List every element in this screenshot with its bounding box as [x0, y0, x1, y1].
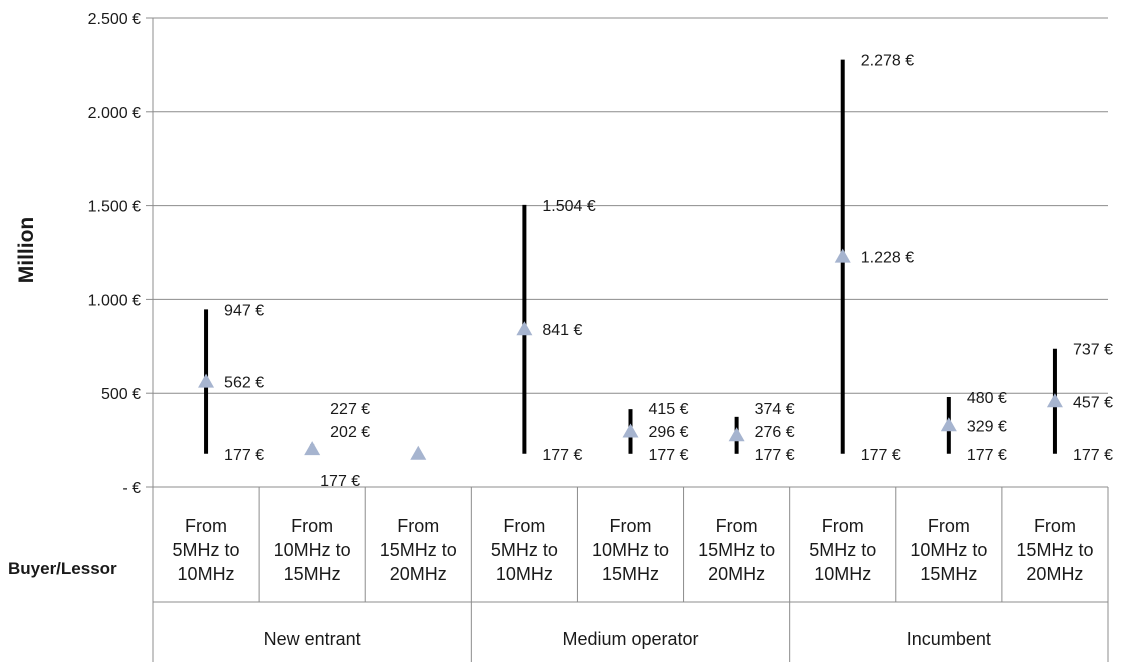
category-label-line: 15MHz — [920, 564, 977, 584]
mid-label: 841 € — [542, 322, 582, 339]
category-label-line: 20MHz — [1026, 564, 1083, 584]
mid-marker — [941, 417, 957, 431]
category-label-line: From — [1034, 516, 1076, 536]
max-label: 947 € — [224, 302, 264, 319]
category-label-line: 5MHz to — [809, 540, 876, 560]
max-label: 737 € — [1073, 342, 1113, 359]
category-label-line: 5MHz to — [173, 540, 240, 560]
max-label: 227 € — [330, 401, 370, 418]
mid-marker — [410, 446, 426, 460]
range-bars — [206, 60, 1055, 454]
mid-label: 202 € — [330, 424, 370, 441]
mid-marker — [835, 249, 851, 263]
min-label: 177 € — [649, 447, 689, 464]
min-label: 177 € — [755, 447, 795, 464]
group-label: Incumbent — [907, 629, 991, 649]
y-axis-title: Million — [15, 217, 38, 284]
mid-label: 457 € — [1073, 394, 1113, 411]
y-tick-labels: - € 500 € 1.000 € 1.500 € 2.000 € 2.500 € — [88, 11, 141, 497]
category-label-line: From — [291, 516, 333, 536]
category-label-line: From — [185, 516, 227, 536]
category-label-line: From — [822, 516, 864, 536]
max-label: 480 € — [967, 390, 1007, 407]
category-label-line: 10MHz to — [274, 540, 351, 560]
y-tick-label: 1.500 € — [88, 199, 141, 216]
group-label: New entrant — [264, 629, 361, 649]
category-label-line: 20MHz — [390, 564, 447, 584]
mid-marker — [304, 441, 320, 455]
y-tick-label: - € — [122, 480, 141, 497]
category-label-line: From — [503, 516, 545, 536]
min-label: 177 € — [861, 447, 901, 464]
gridlines — [153, 18, 1108, 393]
mid-label: 276 € — [755, 424, 795, 441]
min-label: 177 € — [542, 447, 582, 464]
category-label-line: 15MHz — [602, 564, 659, 584]
category-label-line: 10MHz — [178, 564, 235, 584]
y-tick-label: 1.000 € — [88, 292, 141, 309]
max-label: 1.504 € — [542, 198, 595, 215]
category-label-line: From — [716, 516, 758, 536]
y-tick-label: 2.000 € — [88, 105, 141, 122]
category-label-line: From — [610, 516, 652, 536]
group-labels: New entrant Medium operator Incumbent — [264, 629, 991, 649]
y-tick-label: 500 € — [101, 386, 141, 403]
category-labels: From 5MHz to 10MHz From 10MHz to 15MHz From 15M… — [173, 516, 1094, 584]
mid-label: 296 € — [649, 424, 689, 441]
min-label: 177 € — [967, 447, 1007, 464]
y-tick-label: 2.500 € — [88, 11, 141, 28]
row-header-label: Buyer/Lessor — [8, 559, 117, 578]
mid-label: 1.228 € — [861, 250, 914, 267]
mid-label: 329 € — [967, 418, 1007, 435]
mid-label: 562 € — [224, 375, 264, 392]
mid-marker — [516, 321, 532, 335]
category-label-line: 10MHz to — [910, 540, 987, 560]
min-label: 177 € — [1073, 447, 1113, 464]
min-label: 177 € — [224, 447, 264, 464]
category-label-line: 20MHz — [708, 564, 765, 584]
mid-markers — [198, 249, 1063, 460]
mid-marker — [198, 374, 214, 388]
category-label-line: 15MHz — [284, 564, 341, 584]
max-label: 415 € — [649, 401, 689, 418]
mid-marker — [1047, 393, 1063, 407]
category-label-line: From — [397, 516, 439, 536]
category-label-line: 15MHz to — [1016, 540, 1093, 560]
category-label-line: 5MHz to — [491, 540, 558, 560]
category-label-line: 15MHz to — [380, 540, 457, 560]
category-label-line: 10MHz — [814, 564, 871, 584]
max-label: 2.278 € — [861, 53, 914, 70]
category-label-line: 15MHz to — [698, 540, 775, 560]
max-label: 374 € — [755, 401, 795, 418]
category-label-line: From — [928, 516, 970, 536]
data-labels: 177 € 947 € 562 € 177 € 227 € 202 € 177 € 1.504… — [224, 53, 1113, 490]
category-label-line: 10MHz to — [592, 540, 669, 560]
mid-marker — [623, 423, 639, 437]
category-label-line: 10MHz — [496, 564, 553, 584]
min-label: 177 € — [320, 473, 360, 490]
mid-marker — [729, 427, 745, 441]
group-label: Medium operator — [562, 629, 698, 649]
